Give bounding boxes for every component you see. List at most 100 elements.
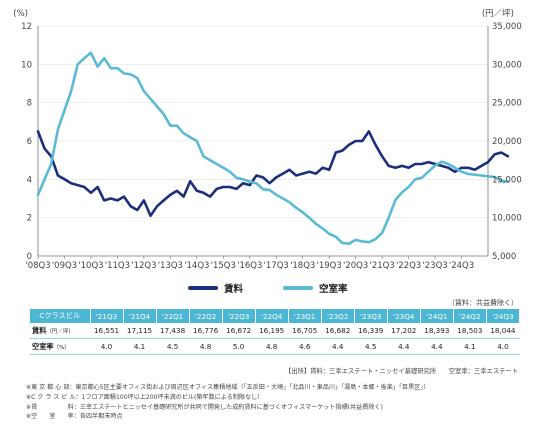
y-right-tick-label: 15,000 xyxy=(492,175,522,185)
x-tick-label: '24Q3 xyxy=(449,261,474,271)
y-right-tick-label: 5,000 xyxy=(492,252,516,262)
y-left-tick-label: 4 xyxy=(27,175,32,185)
x-tick-label: '09Q3 xyxy=(52,261,77,271)
table-cell-vacancy: 5.0 xyxy=(222,338,256,355)
table-header-row: Cクラスビル '21Q3'21Q4'22Q1'22Q2'22Q3'22Q4'23… xyxy=(30,309,521,323)
y-right-unit: (円／坪) xyxy=(482,9,514,19)
x-tick-label: '14Q3 xyxy=(184,261,209,271)
table-cell-rent: 17,202 xyxy=(387,323,421,339)
table-col-header: '22Q4 xyxy=(255,309,289,323)
y-right-tick-label: 30,000 xyxy=(492,60,522,70)
row-header-rent: 賃料（円／坪） xyxy=(30,323,90,339)
legend-item-rent: 賃料 xyxy=(188,281,243,295)
footnotes: ※東 京 都 心 部：東京都心5区主要オフィス街および周辺区オフィス集積地域（「… xyxy=(26,383,429,422)
table-col-header: '21Q3 xyxy=(90,309,124,323)
y-right-tick-label: 10,000 xyxy=(492,214,522,224)
y-left-unit: (%) xyxy=(13,9,28,19)
table-cell-vacancy: 4.6 xyxy=(288,338,322,355)
x-tick-label: '18Q3 xyxy=(290,261,315,271)
line-chart: 0 2 4 6 8 10 12 5,000 10,000 15,000 20,000 25,000 30… xyxy=(13,9,521,271)
table-row-rent: 賃料（円／坪） 16,551 17,115 17,438 16,776 16,672 16… xyxy=(30,323,520,339)
table-cell-rent: 16,682 xyxy=(321,323,355,339)
table-cell-rent: 16,339 xyxy=(354,323,388,339)
chart-axes xyxy=(37,26,489,259)
chart-tick-labels: 0 2 4 6 8 10 12 5,000 10,000 15,000 20,000 25,000 30… xyxy=(13,9,521,271)
table-cell-rent: 16,672 xyxy=(222,323,256,339)
table-cell-vacancy: 4.1 xyxy=(453,338,487,355)
data-table: Cクラスビル '21Q3'21Q4'22Q1'22Q2'22Q3'22Q4'23… xyxy=(30,309,521,355)
x-tick-label: '20Q3 xyxy=(343,261,368,271)
table-col-header: '24Q3 xyxy=(486,309,521,323)
y-left-tick-label: 6 xyxy=(27,137,32,147)
table-col-header: '23Q2 xyxy=(321,309,355,323)
table-col-header: '22Q1 xyxy=(156,309,190,323)
table-col-header: '23Q4 xyxy=(387,309,421,323)
y-left-tick-label: 10 xyxy=(21,60,32,70)
vacancy-unit: （%） xyxy=(53,344,70,351)
table-cell-vacancy: 4.1 xyxy=(123,338,157,355)
table-cell-rent: 18,393 xyxy=(420,323,454,339)
table-col-header: '22Q2 xyxy=(189,309,223,323)
x-tick-label: '22Q3 xyxy=(396,261,421,271)
y-left-tick-label: 12 xyxy=(21,22,32,32)
legend-item-vacancy: 空室率 xyxy=(283,281,348,295)
x-tick-label: '12Q3 xyxy=(131,261,156,271)
y-left-tick-label: 0 xyxy=(27,252,32,262)
table-cell-vacancy: 4.5 xyxy=(156,338,190,355)
legend-label-vacancy: 空室率 xyxy=(319,284,348,295)
table-cell-rent: 17,438 xyxy=(156,323,190,339)
table-cell-vacancy: 4.5 xyxy=(354,338,388,355)
table-cell-vacancy: 4.0 xyxy=(90,338,124,355)
x-tick-label: '23Q3 xyxy=(422,261,447,271)
series-line-rent xyxy=(36,130,510,218)
table-cell-rent: 16,705 xyxy=(288,323,322,339)
rent-label: 賃料 xyxy=(32,325,47,335)
legend-swatch-vacancy xyxy=(283,286,314,290)
x-tick-label: '16Q3 xyxy=(237,261,262,271)
footnote: ※東 京 都 心 部：東京都心5区主要オフィス街および周辺区オフィス集積地域（「… xyxy=(26,384,430,391)
table-cell-rent: 18,044 xyxy=(486,323,520,339)
table-col-header: '23Q3 xyxy=(354,309,388,323)
y-left-tick-label: 8 xyxy=(27,99,32,109)
table-cell-vacancy: 4.4 xyxy=(321,338,355,355)
x-tick-label: '11Q3 xyxy=(105,261,130,271)
y-right-tick-label: 20,000 xyxy=(492,137,522,147)
legend-label-rent: 賃料 xyxy=(224,284,244,295)
x-tick-label: '08Q3 xyxy=(25,261,50,271)
table-cell-rent: 18,503 xyxy=(453,323,487,339)
table-corner-label: Cクラスビル xyxy=(30,309,91,323)
table-cell-rent: 16,551 xyxy=(90,323,124,339)
chart-series xyxy=(36,51,510,245)
source-note: 【出所】賃料：三幸エステート・ニッセイ基礎研究所 空室率：三幸エステート xyxy=(285,368,518,375)
row-header-vacancy: 空室率（%） xyxy=(30,338,90,355)
x-tick-label: '17Q3 xyxy=(264,261,289,271)
vacancy-label: 空室率 xyxy=(32,341,54,351)
series-line-vacancy xyxy=(36,51,510,245)
table-row-vacancy: 空室率（%） 4.0 4.1 4.5 4.8 5.0 4.8 4.6 4.4 4.5 4.4 4.4… xyxy=(30,338,520,355)
table-unit-note: （賃料：共益費除く） xyxy=(448,299,518,307)
y-left-tick-label: 2 xyxy=(27,214,32,224)
table-col-header: '22Q3 xyxy=(222,309,256,323)
table-cell-vacancy: 4.8 xyxy=(189,338,223,355)
x-tick-label: '13Q3 xyxy=(158,261,183,271)
table-cell-vacancy: 4.0 xyxy=(486,338,520,355)
table-cell-rent: 16,195 xyxy=(255,323,289,339)
footnote: ※賃 料：三幸エステートとニッセイ基礎研究所が共同で開発した成約賃料に基づくオフ… xyxy=(26,403,383,411)
x-tick-label: '21Q3 xyxy=(369,261,394,271)
rent-unit: （円／坪） xyxy=(46,328,74,335)
table-cell-vacancy: 4.8 xyxy=(255,338,289,355)
table-col-header: '24Q1 xyxy=(420,309,454,323)
x-tick-label: '10Q3 xyxy=(78,261,103,271)
chart-legend: 賃料 空室率 xyxy=(188,281,348,295)
x-tick-label: '15Q3 xyxy=(211,261,236,271)
footnote: ※空 室 率：各四半期末時点 xyxy=(26,413,123,421)
y-right-tick-label: 25,000 xyxy=(492,99,522,109)
table-cell-rent: 17,115 xyxy=(123,323,157,339)
table-col-header: '24Q2 xyxy=(453,309,487,323)
legend-swatch-rent xyxy=(188,286,218,290)
table-cell-vacancy: 4.4 xyxy=(420,338,454,355)
table-col-header: '21Q4 xyxy=(123,309,157,323)
table-cell-vacancy: 4.4 xyxy=(387,338,421,355)
footnote: ※C ク ラ ス ビ ル：1フロア面積100坪以上200坪未満のビル(築年数によ… xyxy=(26,393,264,401)
table-col-header: '23Q1 xyxy=(288,309,322,323)
